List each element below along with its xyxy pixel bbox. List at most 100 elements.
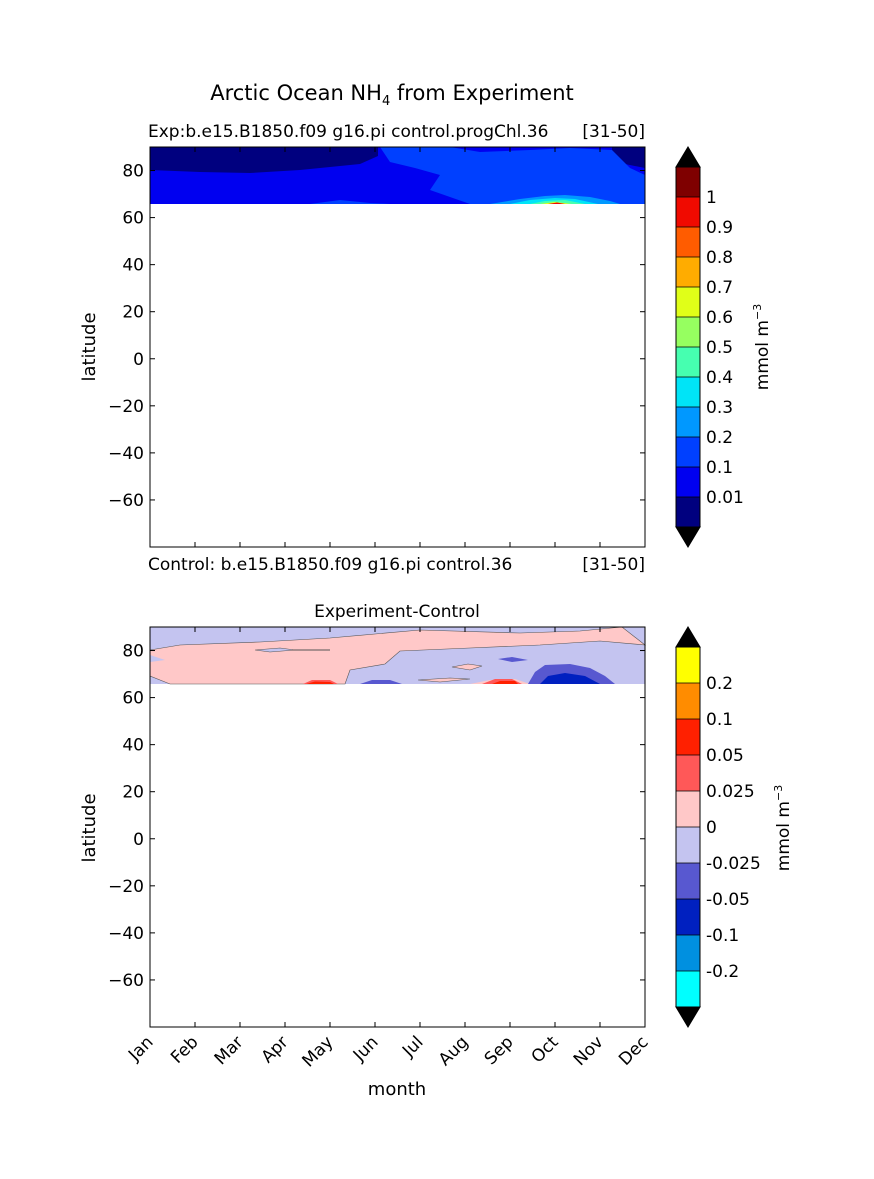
y-tick-label: −60 <box>108 971 144 991</box>
colorbar-tick-label: 0.8 <box>706 248 733 268</box>
y-tick-label: 60 <box>122 209 144 229</box>
bottom-panel: Experiment-Control 80 60 40 20 0 −20 −40 −60 Ja… <box>79 602 794 1100</box>
colorbar-tick-label: 0.2 <box>706 674 733 694</box>
colorbar-swatch <box>676 227 700 257</box>
experiment-header: Exp:b.e15.B1850.f09 g16.pi control.progC… <box>148 122 548 142</box>
colorbar-swatch <box>676 863 700 899</box>
colorbar-tick-label: 0.9 <box>706 218 733 238</box>
control-footer-years: [31-50] <box>582 555 645 575</box>
colorbar-tick-label: -0.2 <box>706 962 739 982</box>
x-tick-label: Jun <box>349 1032 383 1066</box>
colorbar-swatch <box>676 935 700 971</box>
bottom-contour-level-neg0.1 <box>540 673 600 684</box>
x-tick-label: Jul <box>398 1032 427 1061</box>
colorbar-swatch <box>676 467 700 497</box>
bottom-contour-level-0-main <box>149 626 646 685</box>
colorbar-swatch <box>676 719 700 755</box>
top-plot-background <box>150 147 645 547</box>
top-contour-level-0.4 <box>530 200 585 204</box>
top-contour-level-min <box>150 147 378 173</box>
top-colorbar-label: mmol m−3 <box>751 304 773 390</box>
top-y-axis-label: latitude <box>79 312 100 381</box>
colorbar-extend-max <box>675 146 701 168</box>
colorbar-swatch <box>676 377 700 407</box>
bottom-contour-level-0.05-may <box>306 681 334 684</box>
y-tick-label: 80 <box>122 642 144 662</box>
y-tick-label: 40 <box>122 256 144 276</box>
difference-title: Experiment-Control <box>314 602 480 622</box>
x-tick-label: Oct <box>528 1032 563 1067</box>
colorbar-swatch <box>676 197 700 227</box>
x-tick-label: Aug <box>435 1032 473 1070</box>
bottom-y-axis: 80 60 40 20 0 −20 −40 −60 <box>108 642 645 991</box>
colorbar-extend-min <box>675 1006 701 1028</box>
y-tick-label: 80 <box>122 162 144 182</box>
y-tick-label: 20 <box>122 783 144 803</box>
bottom-plot-frame <box>149 626 646 1028</box>
y-tick-label: 0 <box>133 350 144 370</box>
bottom-plot-background <box>150 627 645 1027</box>
colorbar-tick-label: 0.1 <box>706 710 733 730</box>
bottom-contour-field <box>149 626 646 685</box>
colorbar-swatch <box>676 971 700 1007</box>
colorbar-swatch <box>676 347 700 377</box>
bottom-colorbar-label: mmol m−3 <box>772 785 794 871</box>
y-tick-label: −40 <box>108 924 144 944</box>
colorbar-swatch <box>676 755 700 791</box>
colorbar-extend-max <box>675 626 701 648</box>
y-tick-label: 40 <box>122 736 144 756</box>
x-tick-label: Sep <box>481 1032 518 1069</box>
colorbar-tick-label: 0.2 <box>706 428 733 448</box>
bottom-contour-neg-jan <box>150 655 165 662</box>
bottom-contour-neg-jun <box>360 680 402 684</box>
top-x-ticks <box>149 147 646 547</box>
colorbar-tick-label: -0.025 <box>706 854 761 874</box>
top-panel: Exp:b.e15.B1850.f09 g16.pi control.progC… <box>79 122 773 575</box>
x-tick-label: Dec <box>615 1032 652 1069</box>
x-tick-label: May <box>299 1032 338 1071</box>
top-contour-level-min-dec <box>612 147 645 168</box>
x-tick-label: Jan <box>124 1032 157 1065</box>
y-tick-label: −60 <box>108 491 144 511</box>
bottom-y-axis-label: latitude <box>79 793 100 862</box>
colorbar-swatch <box>676 647 700 683</box>
top-plot-frame <box>149 146 646 548</box>
y-tick-label: 0 <box>133 830 144 850</box>
x-tick-label: Apr <box>258 1032 293 1067</box>
colorbar-swatch <box>676 497 700 527</box>
experiment-header-years: [31-50] <box>582 122 645 142</box>
colorbar-swatch <box>676 257 700 287</box>
top-contour-level-0.1 <box>380 147 645 204</box>
colorbar-tick-label: -0.1 <box>706 926 739 946</box>
x-tick-label: Nov <box>570 1032 608 1070</box>
bottom-contour-level-0.05-sep <box>492 681 518 684</box>
bottom-contour-pos-aug <box>451 663 483 671</box>
bottom-colorbar: -0.2 -0.1 -0.05 -0.025 0 0.025 0.05 0.1 0.2 <box>675 626 761 1028</box>
x-tick-label: Feb <box>167 1032 202 1067</box>
colorbar-tick-label: 0.3 <box>706 398 733 418</box>
y-tick-label: 20 <box>122 303 144 323</box>
colorbar-swatch <box>676 407 700 437</box>
y-tick-label: −20 <box>108 877 144 897</box>
colorbar-swatch <box>676 827 700 863</box>
top-y-axis: 80 60 40 20 0 −20 −40 −60 <box>108 162 645 511</box>
colorbar-swatch <box>676 317 700 347</box>
colorbar-swatch <box>676 683 700 719</box>
top-contour-level-0.1-patch <box>310 200 390 204</box>
colorbar-tick-label: 0.025 <box>706 782 755 802</box>
colorbar-extend-min <box>675 526 701 548</box>
colorbar-tick-label: 1 <box>706 188 717 208</box>
colorbar-tick-label: -0.05 <box>706 890 750 910</box>
bottom-contour-pos-aug2 <box>417 677 471 683</box>
bottom-contour-neg-sep <box>498 657 528 662</box>
x-tick-label: Mar <box>211 1032 248 1069</box>
y-tick-label: −40 <box>108 444 144 464</box>
colorbar-tick-label: 0.1 <box>706 458 733 478</box>
colorbar-tick-label: 0.7 <box>706 278 733 298</box>
colorbar-tick-label: 0.5 <box>706 338 733 358</box>
figure-title: Arctic Ocean NH4 from Experiment <box>210 81 574 109</box>
colorbar-swatch <box>676 167 700 197</box>
colorbar-tick-label: 0.4 <box>706 368 733 388</box>
colorbar-tick-label: 0.01 <box>706 488 744 508</box>
top-contour-level-0.9 <box>548 202 565 204</box>
